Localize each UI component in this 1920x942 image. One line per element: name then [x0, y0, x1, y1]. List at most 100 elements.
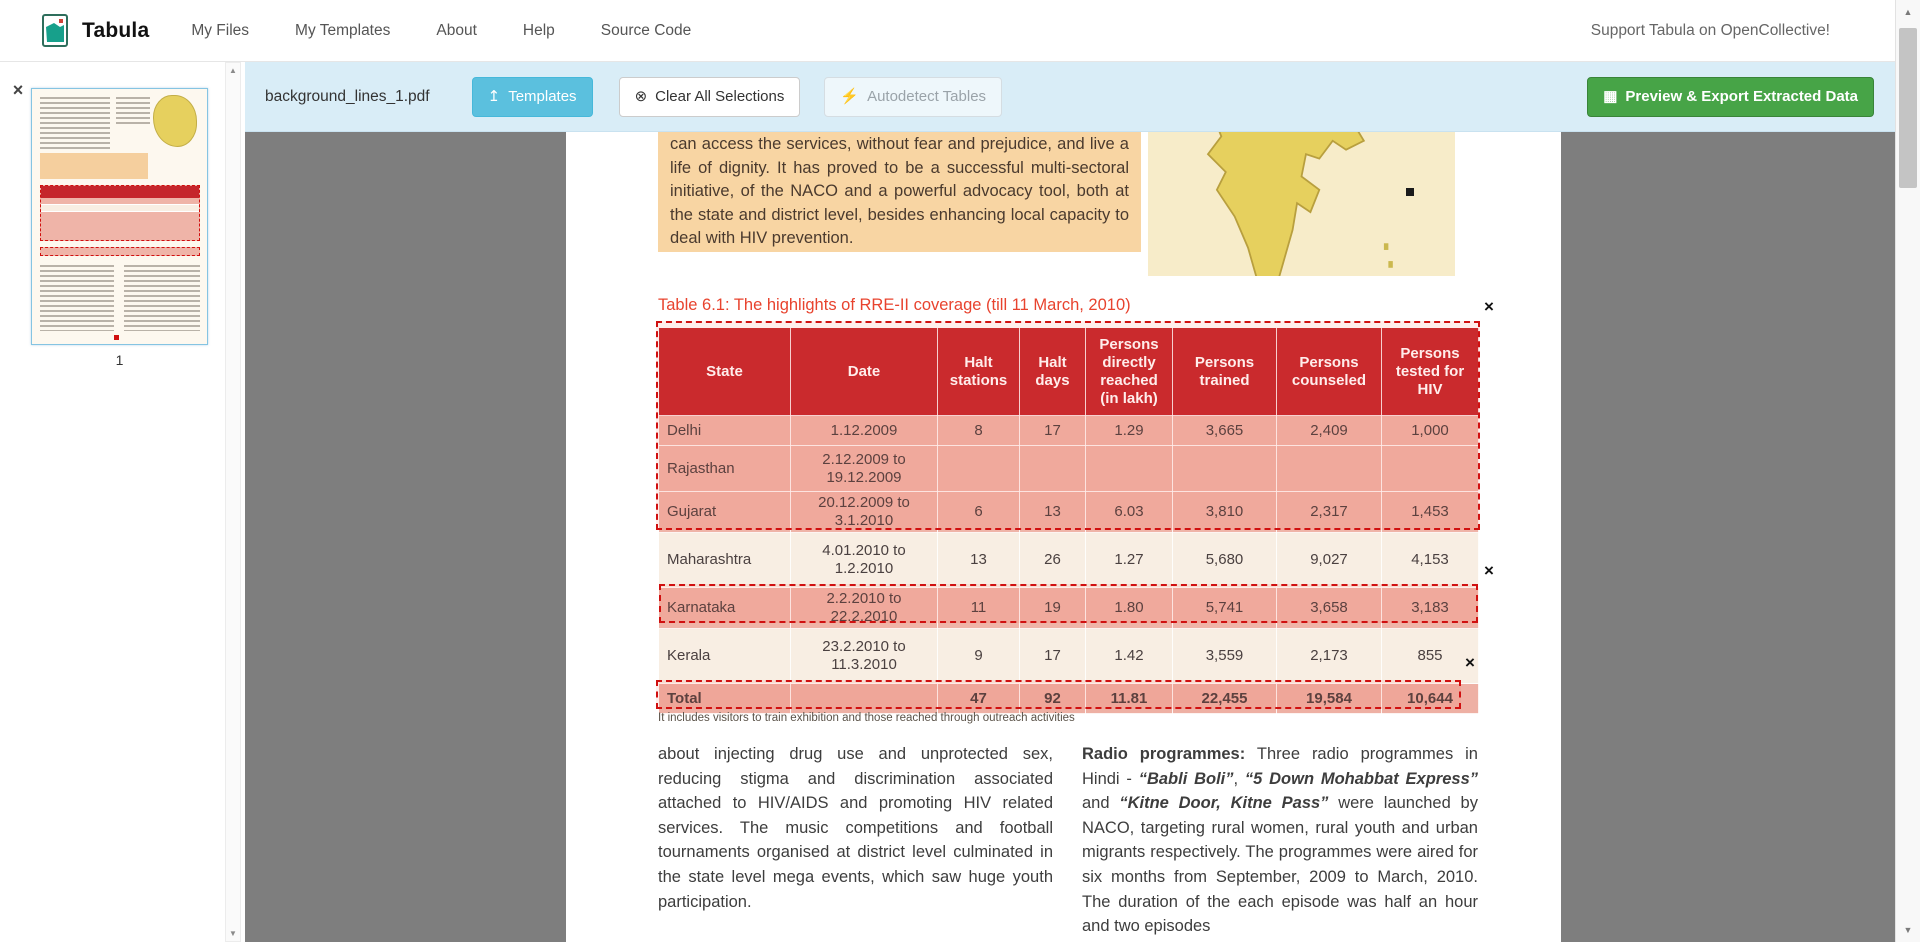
navbar: Tabula My Files My Templates About Help Sour…	[0, 0, 1920, 62]
thumbnail-text-block	[40, 265, 114, 331]
table-cell: 5,680	[1172, 532, 1277, 588]
table-cell	[1172, 445, 1277, 492]
scroll-up-icon[interactable]: ▲	[229, 66, 237, 75]
remove-selection-icon[interactable]: ×	[1465, 653, 1475, 672]
scroll-down-icon[interactable]: ▼	[229, 929, 237, 938]
table-cell: 9,027	[1276, 532, 1382, 588]
table-cell: 6.03	[1085, 491, 1173, 533]
clear-all-selections-button[interactable]: ⊗ Clear All Selections	[618, 76, 801, 117]
table-row: Total 47 92 11.81 22,455 19,584 10,644	[658, 683, 1479, 714]
india-map	[1148, 132, 1455, 276]
table-header-cell: Persons counseled	[1276, 327, 1382, 416]
thumbnail-selection-dot	[114, 335, 119, 340]
table-cell	[937, 445, 1020, 492]
thumbnail-paragraph-block	[40, 153, 148, 179]
main-layout: × 1 ▲ ▼	[0, 62, 1920, 942]
remove-selection-icon[interactable]: ×	[1484, 297, 1494, 316]
table-row: Maharashtra 4.01.2010 to 1.2.2010 13 26 1.27…	[658, 532, 1479, 588]
table-cell: Delhi	[658, 415, 791, 446]
opencollective-link[interactable]: Support Tabula on OpenCollective!	[1590, 21, 1830, 39]
table-row: Rajasthan 2.12.2009 to 19.12.2009	[658, 445, 1479, 492]
thumbnail-selection	[40, 247, 200, 256]
thumbnail-text-block	[116, 97, 150, 127]
table-cell: 3,559	[1172, 628, 1277, 684]
table-cell: 2,317	[1276, 491, 1382, 533]
table-cell: Gujarat	[658, 491, 791, 533]
table-cell: 9	[937, 628, 1020, 684]
close-file-icon[interactable]: ×	[12, 80, 24, 100]
scrollbar-thumb[interactable]	[1899, 28, 1917, 188]
tabula-logo	[40, 13, 72, 49]
nav-item-my-templates[interactable]: My Templates	[295, 21, 391, 39]
sidebar: × 1 ▲ ▼	[0, 62, 245, 942]
table-cell: 8	[937, 415, 1020, 446]
table-body: Delhi 1.12.2009 8 17 1.29 3,665 2,409 1,000 Raja…	[658, 415, 1479, 714]
selection-box[interactable]	[659, 584, 1478, 623]
table-cell: 13	[1019, 491, 1086, 533]
table-cell: 1,000	[1381, 415, 1479, 446]
table-title: Table 6.1: The highlights of RRE-II cove…	[658, 296, 1131, 314]
table-cell	[1085, 445, 1173, 492]
table-header-cell: Persons tested for HIV	[1381, 327, 1479, 416]
table-cell: 20.12.2009 to 3.1.2010	[790, 491, 938, 533]
intro-paragraph: can access the services, without fear an…	[658, 132, 1141, 252]
table-cell: 855	[1381, 628, 1479, 684]
map-legend-swatch	[1406, 188, 1414, 196]
table-cell: 3,665	[1172, 415, 1277, 446]
table-cell: 1.27	[1085, 532, 1173, 588]
filename-label: background_lines_1.pdf	[265, 87, 430, 105]
preview-export-button[interactable]: ▦ Preview & Export Extracted Data	[1587, 76, 1874, 117]
thumbnail-text-block	[40, 97, 110, 149]
page-thumbnail[interactable]	[31, 88, 208, 345]
table-cell: 23.2.2010 to 11.3.2010	[790, 628, 938, 684]
scroll-down-icon[interactable]: ▼	[1903, 925, 1913, 935]
pdf-page[interactable]: can access the services, without fear an…	[566, 132, 1561, 942]
nav-item-help[interactable]: Help	[522, 21, 555, 39]
navbar-menu: My Files My Templates About Help Source Code	[191, 22, 691, 40]
table-cell: 2,409	[1276, 415, 1382, 446]
table-cell: Rajasthan	[658, 445, 791, 492]
brand-title: Tabula	[82, 18, 150, 42]
table-footnote: It includes visitors to train exhibition…	[658, 712, 1075, 724]
body-left-column: about injecting drug use and unprotected…	[658, 745, 1053, 911]
body-right-column: Radio programmes: Three radio programmes…	[1082, 745, 1479, 936]
table-cell: 1.42	[1085, 628, 1173, 684]
clear-icon: ⊗	[634, 88, 648, 105]
table-cell: 1,453	[1381, 491, 1479, 533]
nav-item-about[interactable]: About	[436, 21, 477, 39]
templates-icon: ↥	[487, 88, 501, 105]
table-cell: 26	[1019, 532, 1086, 588]
rre-coverage-table: State Date Halt stations Halt days Persons d…	[658, 327, 1479, 714]
table-cell	[1019, 445, 1086, 492]
india-map-graphic	[1206, 132, 1393, 276]
table-cell: 4,153	[1381, 532, 1479, 588]
table-header-cell: Date	[790, 327, 938, 416]
table-cell: 2,173	[1276, 628, 1382, 684]
table-header-cell: State	[658, 327, 791, 416]
table-cell: 17	[1019, 628, 1086, 684]
export-table-icon: ▦	[1603, 88, 1618, 105]
table-header-row: State Date Halt stations Halt days Persons d…	[658, 327, 1479, 416]
table-cell: 1.29	[1085, 415, 1173, 446]
templates-button[interactable]: ↥ Templates	[471, 76, 593, 117]
selection-box[interactable]	[656, 321, 1480, 530]
brand-group[interactable]: Tabula	[0, 13, 149, 49]
nav-item-source-code[interactable]: Source Code	[600, 21, 692, 39]
sidebar-scrollbar[interactable]: ▲ ▼	[225, 62, 241, 942]
workspace[interactable]: can access the services, without fear an…	[245, 132, 1920, 942]
window-scrollbar[interactable]: ▲ ▼	[1895, 0, 1920, 942]
table-cell: 4.01.2010 to 1.2.2010	[790, 532, 938, 588]
scroll-up-icon[interactable]: ▲	[1903, 7, 1913, 17]
table-header-cell: Halt days	[1019, 327, 1086, 416]
table-cell: Maharashtra	[658, 532, 791, 588]
remove-selection-icon[interactable]: ×	[1484, 561, 1494, 580]
table-cell: 13	[937, 532, 1020, 588]
table-header-cell: Persons directly reached (in lakh)	[1085, 327, 1173, 416]
thumbnail-map	[153, 95, 197, 147]
selection-box[interactable]	[656, 680, 1461, 709]
page-number-label: 1	[115, 352, 124, 368]
table-cell: Kerala	[658, 628, 791, 684]
nav-item-my-files[interactable]: My Files	[191, 21, 250, 39]
table-row: Kerala 23.2.2010 to 11.3.2010 9 17 1.42 3,559…	[658, 628, 1479, 684]
